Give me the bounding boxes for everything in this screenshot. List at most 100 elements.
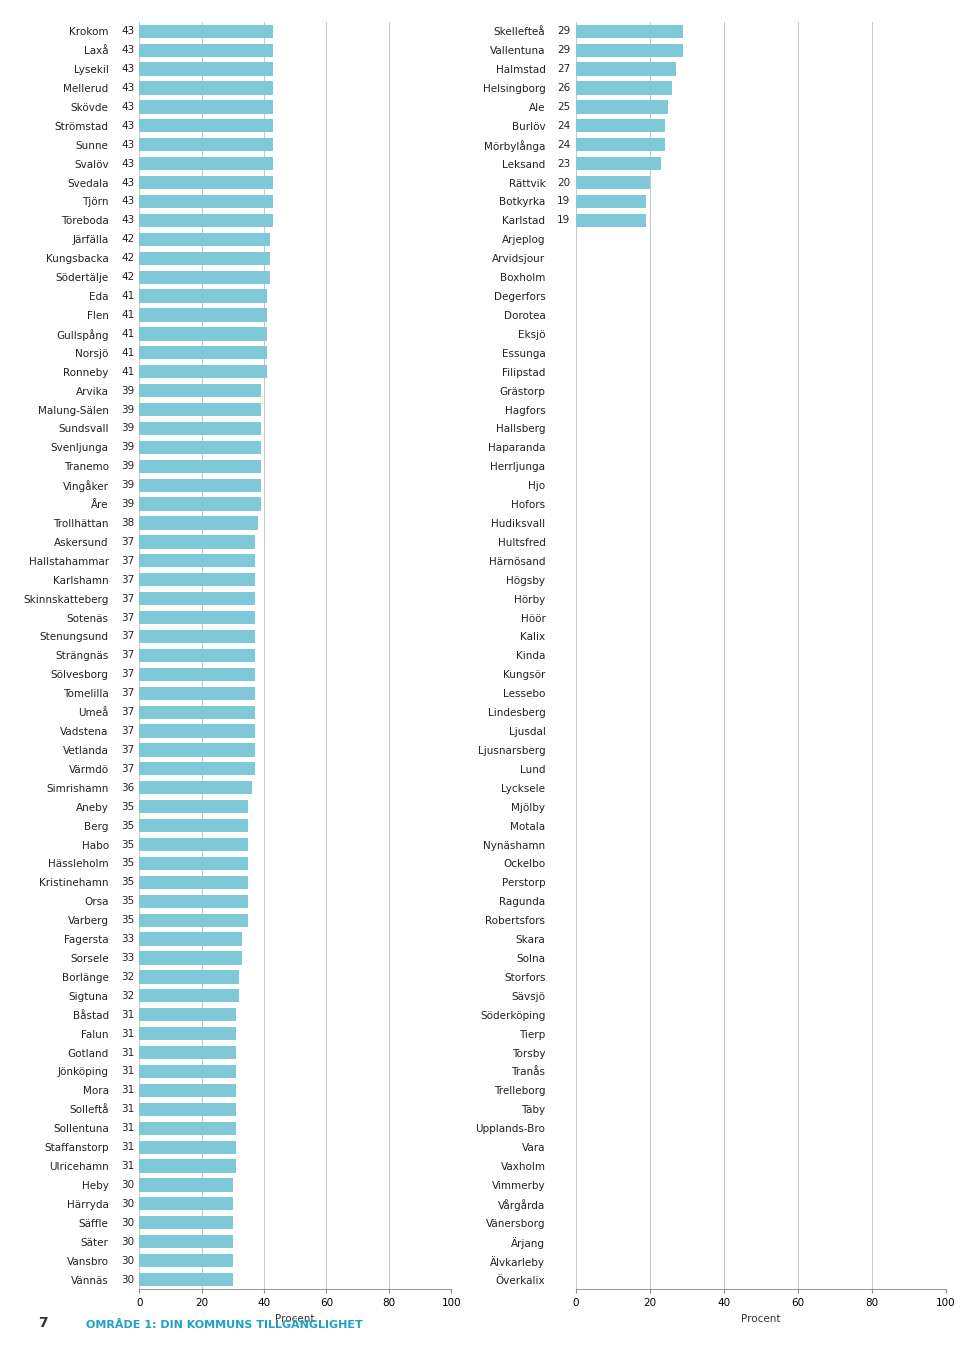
Text: 37: 37 [121, 593, 134, 604]
Bar [139, 479, 261, 492]
Text: 37: 37 [121, 612, 134, 622]
Bar [139, 498, 261, 510]
Text: 37: 37 [121, 745, 134, 754]
Bar [139, 25, 274, 38]
Bar [139, 101, 274, 113]
Bar [139, 1065, 236, 1078]
Text: 41: 41 [121, 291, 134, 301]
Bar [139, 1198, 233, 1210]
Text: 31: 31 [121, 1105, 134, 1114]
Text: 39: 39 [121, 480, 134, 490]
Text: 31: 31 [121, 1009, 134, 1020]
X-axis label: Procent: Procent [741, 1314, 780, 1323]
Text: 37: 37 [121, 726, 134, 737]
Bar [576, 101, 668, 113]
Text: 43: 43 [121, 102, 134, 112]
Text: 19: 19 [557, 216, 570, 225]
Text: 30: 30 [121, 1218, 134, 1228]
Bar [139, 421, 261, 435]
Text: 37: 37 [121, 689, 134, 698]
Bar [139, 385, 261, 397]
Text: 35: 35 [121, 877, 134, 888]
Text: 30: 30 [121, 1237, 134, 1247]
Bar [139, 366, 267, 378]
Bar [139, 914, 249, 926]
Text: 37: 37 [121, 632, 134, 641]
Text: 42: 42 [121, 254, 134, 263]
Text: 33: 33 [121, 934, 134, 944]
Text: 43: 43 [121, 26, 134, 37]
Bar [139, 1273, 233, 1286]
Bar [139, 1178, 233, 1192]
Bar [576, 195, 646, 209]
Bar [139, 801, 249, 813]
Text: 39: 39 [121, 499, 134, 509]
Bar [139, 762, 254, 776]
Bar [139, 743, 254, 757]
Bar [139, 1084, 236, 1097]
Bar [139, 818, 249, 832]
Bar [139, 289, 267, 303]
Bar [139, 837, 249, 851]
Bar [139, 933, 242, 945]
Text: 37: 37 [121, 670, 134, 679]
Text: 37: 37 [121, 537, 134, 547]
Bar [139, 705, 254, 719]
Bar [139, 649, 254, 662]
Text: 43: 43 [121, 83, 134, 93]
Bar [576, 214, 646, 226]
Text: 31: 31 [121, 1086, 134, 1095]
Text: 23: 23 [557, 158, 570, 169]
Text: 24: 24 [557, 139, 570, 150]
Bar [576, 176, 650, 190]
Bar [576, 138, 664, 151]
Bar [139, 1140, 236, 1154]
Text: 38: 38 [121, 518, 134, 528]
Bar [576, 82, 672, 94]
Text: 32: 32 [121, 973, 134, 982]
Text: 30: 30 [121, 1180, 134, 1189]
Bar [139, 441, 261, 454]
Bar [139, 895, 249, 908]
Text: 41: 41 [121, 348, 134, 357]
Bar [139, 82, 274, 94]
Text: 43: 43 [121, 139, 134, 150]
Text: 27: 27 [557, 64, 570, 74]
Text: 35: 35 [121, 896, 134, 906]
Bar [139, 1008, 236, 1022]
Text: 43: 43 [121, 121, 134, 131]
Text: 7: 7 [38, 1316, 48, 1330]
Bar [139, 44, 274, 57]
Bar [139, 989, 239, 1003]
Text: 37: 37 [121, 557, 134, 566]
Text: 30: 30 [121, 1274, 134, 1285]
Bar [139, 195, 274, 209]
Text: 43: 43 [121, 45, 134, 55]
Bar [576, 119, 664, 132]
Bar [139, 630, 254, 642]
Bar [139, 1027, 236, 1041]
Bar [139, 1217, 233, 1229]
Bar [139, 1159, 236, 1173]
Bar [139, 138, 274, 151]
Text: 43: 43 [121, 196, 134, 206]
Bar [576, 44, 684, 57]
Text: 31: 31 [121, 1142, 134, 1153]
Text: 35: 35 [121, 802, 134, 812]
Bar [139, 346, 267, 360]
Bar [139, 460, 261, 473]
Bar [139, 233, 271, 246]
Text: 39: 39 [121, 405, 134, 415]
Bar [139, 686, 254, 700]
Bar [576, 63, 676, 76]
Text: 30: 30 [121, 1199, 134, 1209]
Bar [139, 119, 274, 132]
Text: 36: 36 [121, 783, 134, 792]
Text: 43: 43 [121, 216, 134, 225]
Bar [139, 1046, 236, 1060]
Text: 31: 31 [121, 1048, 134, 1057]
Bar [139, 573, 254, 587]
Text: 30: 30 [121, 1256, 134, 1266]
Bar [139, 327, 267, 341]
X-axis label: Procent: Procent [276, 1314, 315, 1323]
